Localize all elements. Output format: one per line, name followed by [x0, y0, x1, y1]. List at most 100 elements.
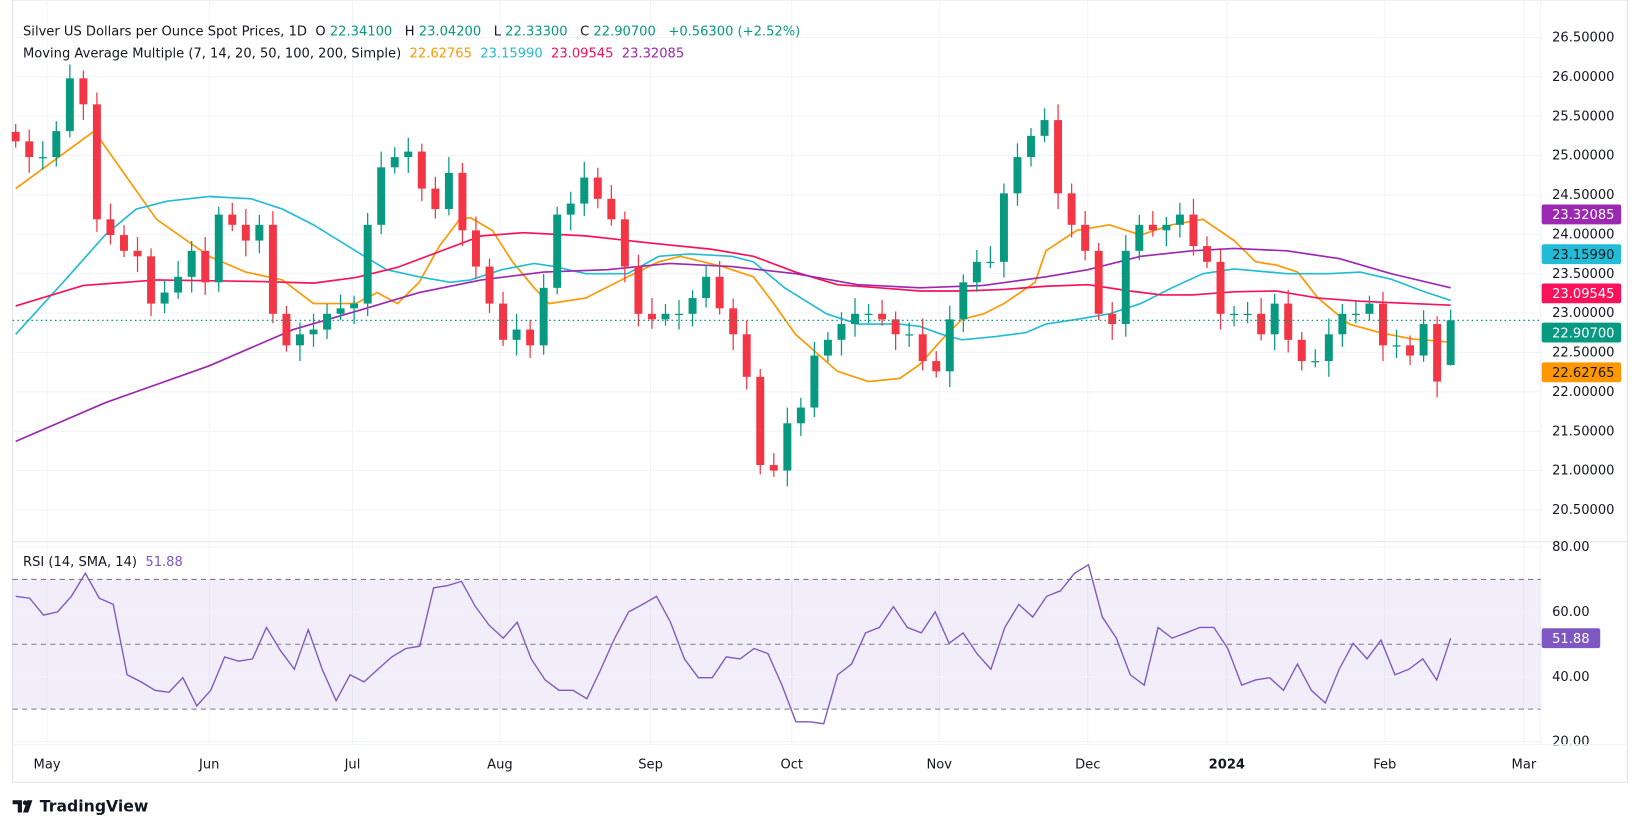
candle-body	[268, 224, 277, 314]
candle-body	[390, 157, 399, 168]
candle	[715, 261, 724, 315]
candle-body	[1094, 250, 1103, 314]
candle-body	[1135, 224, 1144, 251]
candle	[1284, 289, 1293, 353]
candle	[323, 303, 332, 340]
candle	[756, 368, 765, 475]
open-label: O	[315, 23, 326, 39]
ma-line-sma-200	[15, 247, 1451, 443]
time-tick-label: Jul	[344, 758, 361, 773]
candle-body	[1284, 303, 1293, 340]
last-price-tag: 22.90700	[1552, 326, 1614, 341]
candle-body	[485, 266, 494, 304]
candle-body	[566, 203, 575, 215]
candle-body	[444, 172, 453, 210]
change-value: +0.56300 (+2.52%)	[668, 23, 801, 39]
candle	[92, 92, 101, 232]
candle-body	[1324, 334, 1333, 362]
candle	[11, 124, 20, 148]
candle	[160, 280, 169, 314]
candle	[1094, 242, 1103, 321]
tradingview-logo[interactable]: TradingView	[12, 797, 149, 816]
candle-body	[1216, 261, 1225, 314]
candle-body	[647, 313, 656, 320]
candle	[810, 341, 819, 417]
candle-body	[878, 313, 887, 320]
candle	[1135, 214, 1144, 261]
candle-body	[918, 334, 927, 362]
candle	[241, 209, 250, 257]
time-tick-label: Jun	[198, 758, 219, 773]
price-tick-label: 21.50000	[1552, 424, 1614, 439]
candle	[566, 191, 575, 231]
candle	[999, 183, 1008, 278]
candle-body	[147, 256, 156, 304]
candle	[1189, 198, 1198, 256]
candle	[986, 246, 995, 269]
candle-body	[851, 313, 859, 325]
price-tick-label: 22.50000	[1552, 346, 1614, 361]
candle	[1108, 302, 1117, 340]
candle	[851, 298, 859, 337]
candle	[471, 216, 480, 280]
candle-body	[837, 324, 846, 340]
candle	[431, 176, 440, 219]
price-tick-label: 24.50000	[1552, 188, 1614, 203]
price-tick-label: 23.00000	[1552, 306, 1614, 321]
candle	[1216, 248, 1225, 330]
candle-body	[756, 376, 765, 466]
candle	[1081, 211, 1090, 261]
candle-body	[1243, 313, 1252, 316]
candle-body	[133, 250, 142, 257]
price-tick-label: 23.50000	[1552, 267, 1614, 282]
ma-legend-title: Moving Average Multiple (7, 14, 20, 50, …	[23, 44, 402, 61]
candle-body	[1081, 224, 1090, 251]
candle	[106, 203, 115, 245]
candle	[891, 311, 900, 351]
candle-body	[377, 167, 386, 225]
rsi-value-tag-bg	[1541, 628, 1601, 649]
candle	[390, 147, 399, 174]
candle	[296, 322, 304, 362]
candle	[1203, 236, 1211, 269]
candle-body	[79, 78, 88, 105]
candle	[1392, 329, 1401, 358]
candle-body	[471, 230, 480, 267]
ma200-price-tag: 23.32085	[1552, 208, 1614, 223]
candle-body	[864, 313, 873, 316]
candle	[1230, 305, 1239, 327]
candle-body	[742, 334, 751, 377]
time-tick-label: Oct	[780, 758, 803, 773]
candle-body	[458, 172, 467, 231]
candle	[1419, 310, 1428, 362]
rsi-tick-label: 80.00	[1552, 540, 1589, 555]
price-tick-label: 25.00000	[1552, 149, 1614, 164]
ma-line-sma-50	[15, 195, 1451, 341]
candle-body	[729, 308, 738, 335]
candle	[729, 298, 738, 351]
candle-body	[1446, 320, 1455, 365]
candle	[1013, 143, 1022, 206]
candle-body	[25, 141, 34, 158]
candle-body	[241, 224, 250, 241]
candle	[1027, 127, 1035, 167]
candle	[945, 305, 954, 388]
rsi-legend-title: RSI (14, SMA, 14)	[23, 553, 138, 569]
candle	[1257, 298, 1266, 341]
price-tick-label: 24.00000	[1552, 227, 1614, 242]
candle-body	[1067, 193, 1076, 225]
candle	[404, 137, 413, 173]
candle	[25, 129, 34, 173]
ma-line-sma-100	[15, 231, 1451, 307]
candle-body	[1054, 120, 1063, 194]
candle-body	[607, 198, 616, 220]
candle-body	[959, 282, 968, 320]
candle	[918, 318, 927, 371]
candle	[417, 143, 426, 202]
candle-body	[106, 219, 115, 236]
candle	[147, 248, 156, 317]
low-value: 22.33300	[505, 23, 568, 39]
candle-body	[1203, 246, 1211, 262]
